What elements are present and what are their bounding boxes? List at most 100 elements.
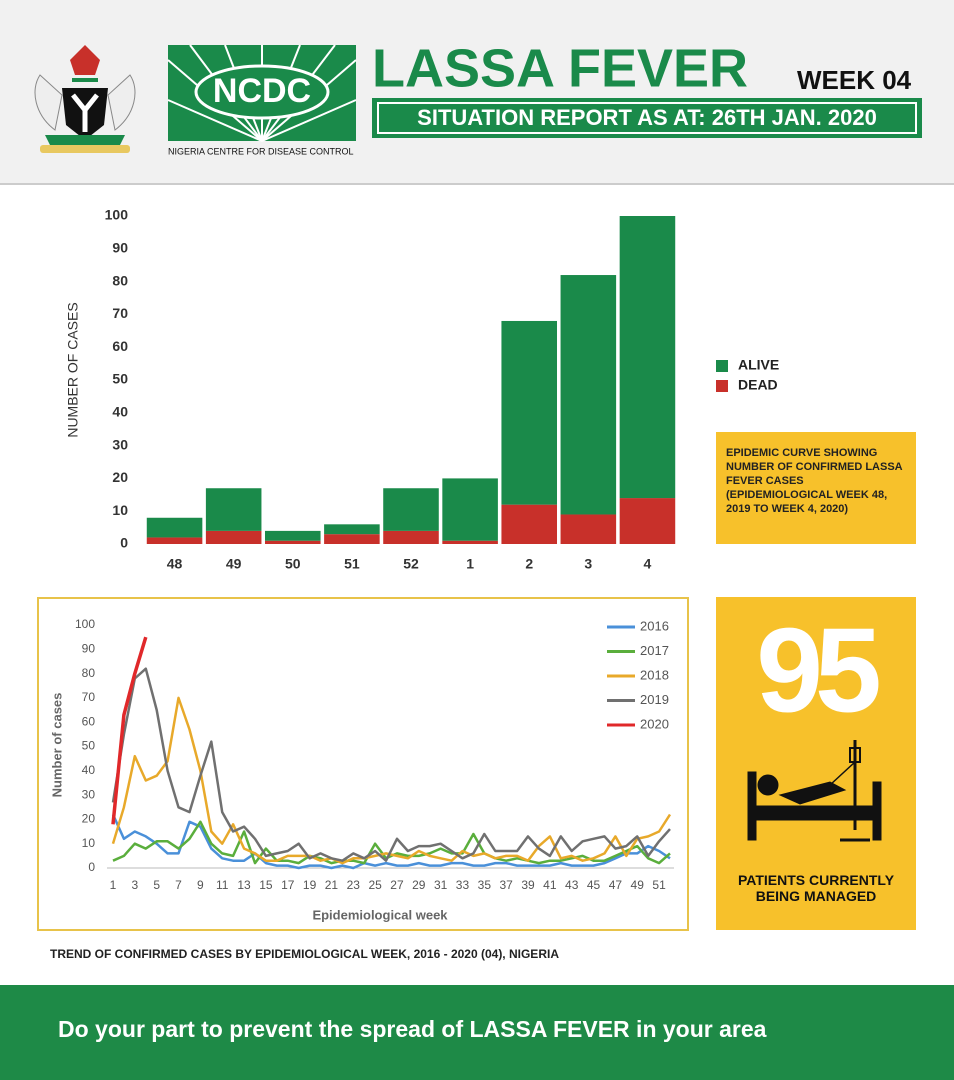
bar-segment <box>146 517 203 538</box>
patients-box <box>716 597 916 930</box>
y-tick-label: 0 <box>88 860 95 874</box>
x-tick-label: 17 <box>281 878 295 892</box>
week: WEEK 04 <box>797 65 912 95</box>
y-tick-label: 10 <box>112 502 128 518</box>
series-line <box>111 636 148 825</box>
x-tick-label: 19 <box>303 878 317 892</box>
legend-label: 2018 <box>640 667 669 682</box>
subtitle-frame <box>377 102 917 134</box>
x-tick-label: 49 <box>226 556 242 572</box>
bed-icon <box>747 740 882 842</box>
footer-text: Do your part to prevent the spread of LA… <box>58 1016 767 1042</box>
y-tick-label: 60 <box>82 714 96 728</box>
legend-label: 2020 <box>640 716 669 731</box>
coat-of-arms <box>34 45 136 153</box>
x-tick-label: 13 <box>237 878 251 892</box>
bar-segment <box>383 488 439 531</box>
legend-label: ALIVE <box>738 357 779 373</box>
x-tick-label: 11 <box>216 878 229 892</box>
x-tick-label: 43 <box>565 878 579 892</box>
bar-segment <box>205 488 262 531</box>
y-tick-label: 10 <box>82 836 96 850</box>
y-tick-label: 20 <box>82 812 96 826</box>
x-tick-label: 4 <box>644 556 652 572</box>
legend-label: 2016 <box>640 618 669 633</box>
bar-segment <box>442 478 498 541</box>
y-axis-label: NUMBER OF CASES <box>65 302 81 437</box>
bar-segment <box>205 530 262 544</box>
x-tick-label: 48 <box>167 556 183 572</box>
ncdc-logo <box>167 44 357 142</box>
report-title: LASSA FEVER <box>372 38 748 98</box>
x-tick-label: 31 <box>434 878 448 892</box>
header-bg <box>0 0 954 183</box>
y-tick-label: 90 <box>112 240 128 256</box>
x-axis-label: Epidemiological week <box>312 907 448 922</box>
x-tick-label: 41 <box>543 878 557 892</box>
x-tick-label: 33 <box>456 878 470 892</box>
patients-label: PATIENTS CURRENTLY BEING MANAGED <box>737 872 895 904</box>
y-axis-label: Number of cases <box>49 693 64 798</box>
legend-label: 2017 <box>640 643 669 658</box>
bar-segment <box>442 540 498 544</box>
x-tick-label: 7 <box>175 878 182 892</box>
series-line <box>111 696 672 865</box>
x-tick-label: 52 <box>403 556 419 572</box>
y-tick-label: 100 <box>75 617 95 631</box>
legend-label: 2019 <box>640 692 669 707</box>
y-tick-label: 100 <box>105 207 129 223</box>
bar-segment <box>619 498 676 544</box>
series-line <box>111 813 671 870</box>
bar-segment <box>501 320 558 505</box>
org-name: NIGERIA CENTRE FOR DISEASE CONTROL <box>168 146 354 156</box>
patients-count: 95 <box>756 604 879 738</box>
legend-swatch <box>716 380 728 392</box>
x-tick-label: 29 <box>412 878 426 892</box>
bar-segment <box>560 275 617 515</box>
x-tick-label: 9 <box>197 878 204 892</box>
epidemic-note-box: EPIDEMIC CURVE SHOWING NUMBER OF CONFIRM… <box>716 432 916 544</box>
y-tick-label: 0 <box>120 535 128 551</box>
y-tick-label: 70 <box>82 690 96 704</box>
x-tick-label: 3 <box>131 878 138 892</box>
x-tick-label: 23 <box>347 878 361 892</box>
x-tick-label: 49 <box>631 878 645 892</box>
footer-band <box>0 985 954 1080</box>
x-tick-label: 2 <box>525 556 533 572</box>
y-tick-label: 70 <box>112 305 128 321</box>
bar-segment <box>264 540 321 544</box>
bar-segment <box>324 524 380 535</box>
legend-label: DEAD <box>738 377 778 393</box>
y-tick-label: 40 <box>112 404 128 420</box>
subtitle: SITUATION REPORT AS AT: 26TH JAN. 2020 <box>417 105 877 130</box>
bar-segment <box>324 534 380 544</box>
y-tick-label: 40 <box>82 763 96 777</box>
bar-segment <box>264 530 321 541</box>
y-tick-label: 20 <box>112 469 128 485</box>
x-tick-label: 15 <box>259 878 273 892</box>
x-tick-label: 3 <box>584 556 592 572</box>
x-tick-label: 47 <box>609 878 623 892</box>
x-tick-label: 39 <box>521 878 535 892</box>
y-tick-label: 80 <box>82 666 96 680</box>
x-tick-label: 27 <box>390 878 404 892</box>
bar-segment <box>560 514 617 544</box>
x-tick-label: 1 <box>110 878 117 892</box>
y-tick-label: 30 <box>112 436 128 452</box>
bar-segment <box>619 216 676 499</box>
line-chart-title: TREND OF CONFIRMED CASES BY EPIDEMIOLOGI… <box>50 947 559 961</box>
x-tick-label: 50 <box>285 556 301 572</box>
line-chart-frame <box>37 597 689 931</box>
y-tick-label: 50 <box>112 371 128 387</box>
bar-segment <box>501 504 558 544</box>
y-tick-label: 60 <box>112 338 128 354</box>
legend-swatch <box>716 360 728 372</box>
x-tick-label: 51 <box>344 556 360 572</box>
bar-segment <box>146 537 203 544</box>
series-line <box>111 667 671 862</box>
org-short: NCDC <box>213 72 311 110</box>
bar-segment <box>383 530 439 544</box>
subtitle-band <box>372 98 922 138</box>
